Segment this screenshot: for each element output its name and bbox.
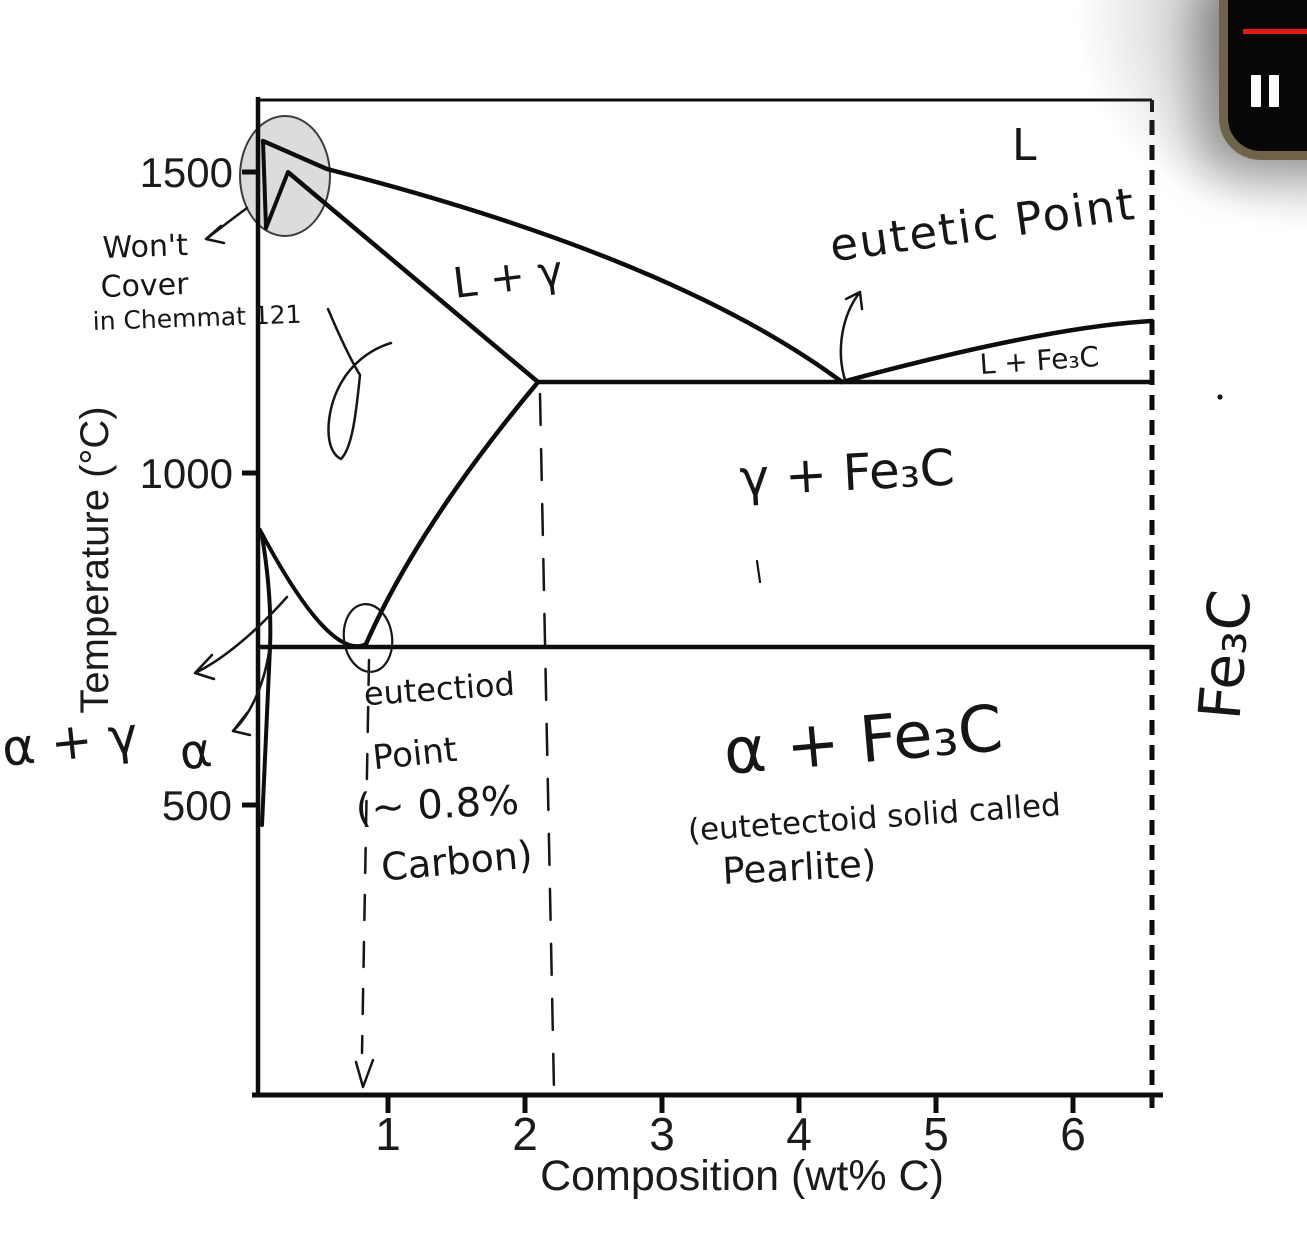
y-axis-title: Temperature (°C): [73, 406, 117, 713]
y-tick-label-1500: 1500: [140, 149, 233, 196]
dashed-guide-0.8wt: [360, 658, 371, 1055]
alpha-gamma-region-label: α + γ: [0, 706, 141, 778]
x-axis-ticks: [385, 1095, 1076, 1113]
liquid-region-label: L: [1012, 120, 1037, 171]
pause-bar-right: [1269, 75, 1279, 107]
liquidus-left-line: [260, 138, 845, 385]
pearlite-label-line2: Pearlite): [721, 842, 877, 893]
alpha-region-label: α: [176, 722, 215, 782]
dashed-guide-0.8wt-arrow-tip: [354, 1058, 375, 1089]
gamma-region-glyph: [326, 307, 393, 461]
x-axis-title: Composition (wt% C): [540, 1152, 944, 1200]
delta-phase-lines: [261, 139, 290, 230]
x-tick-label-3: 3: [649, 1108, 675, 1160]
phase-boundaries: [256, 138, 1155, 827]
x-tick-label-5: 5: [923, 1108, 949, 1160]
pause-icon[interactable]: [1251, 75, 1279, 107]
wont-cover-line1: Won't: [102, 228, 189, 266]
l-fe3c-region-label: L + Fe₃C: [979, 340, 1100, 381]
x-tick-label-1: 1: [375, 1108, 401, 1160]
eutectoid-label-line2: Point: [371, 730, 459, 779]
handwritten-strokes: [193, 206, 1223, 1092]
y-tick-label-500: 500: [162, 782, 232, 829]
x-tick-label-4: 4: [786, 1108, 812, 1160]
eutectic-point-arrow: [839, 290, 864, 382]
plot-frame: [242, 97, 1163, 1113]
pause-bar-left: [1251, 75, 1261, 107]
dashed-guide-2.1wt: [538, 392, 556, 1092]
acm-line: [363, 379, 541, 647]
l-plus-gamma-label: L + γ: [450, 246, 565, 308]
alpha-fe3c-region-label: α + Fe₃C: [721, 692, 1006, 790]
wont-cover-line2: Cover: [100, 267, 190, 305]
gamma-fe3c-region-label: γ + Fe₃C: [738, 438, 956, 507]
stray-dot: [1217, 394, 1223, 400]
alpha-arrow: [231, 650, 271, 737]
x-tick-label-6: 6: [1060, 1108, 1086, 1160]
eutectoid-label-line1: eutectiod: [363, 665, 516, 713]
y-axis-ticks: [242, 169, 259, 808]
x-tick-label-2: 2: [512, 1108, 538, 1160]
stray-tick-mark: [755, 559, 762, 584]
y-tick-label-1000: 1000: [140, 450, 233, 497]
a3-line: [258, 528, 368, 649]
eutectoid-point-circle: [342, 603, 394, 673]
eutectoid-label-line4: Carbon): [379, 833, 534, 890]
recording-progress-bar: [1243, 29, 1307, 34]
fe3c-vertical-label: Fe₃C: [1185, 587, 1264, 722]
pearlite-label-line1: (eutetectoid solid called: [687, 787, 1062, 849]
eutectic-point-label: eutetic Point: [826, 177, 1139, 272]
liquidus-right-line: [839, 318, 1155, 385]
wont-cover-line3: in Chemmat 121: [92, 300, 302, 336]
wont-cover-arrow: [204, 206, 249, 245]
alpha-gamma-arrow: [193, 595, 289, 681]
gamma-solidus-line: [286, 170, 541, 385]
eutectoid-label-line3: (~ 0.8%: [354, 778, 520, 832]
recording-overlay: [1219, 0, 1307, 160]
